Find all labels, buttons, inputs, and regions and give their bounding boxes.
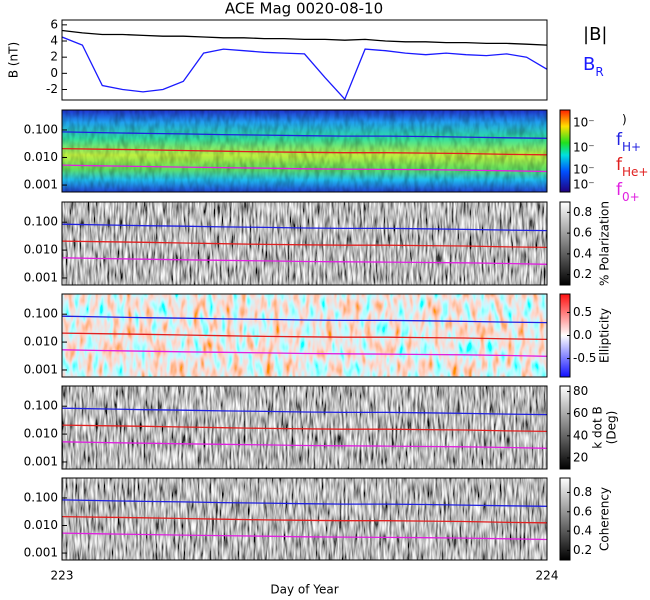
- frequency-line: [62, 532, 547, 541]
- legend-label: fHe+: [616, 155, 648, 179]
- colorbar: [559, 477, 571, 561]
- frequency-line: [62, 257, 547, 265]
- colorbar-tick-label: 0.4: [573, 524, 592, 538]
- y-tick-label: 0.100: [24, 215, 58, 229]
- colorbar-tick-label: 10⁻: [573, 178, 595, 192]
- frequency-line: [62, 499, 547, 507]
- frequency-line: [62, 223, 547, 232]
- colorbar-tick-label: 0.5: [573, 305, 592, 319]
- plot-frame: [61, 19, 548, 101]
- legend-label: BR: [583, 54, 604, 79]
- plot-frame: [61, 109, 548, 193]
- colorbar-tick-label: -0.5: [573, 351, 596, 365]
- legend-label: fH+: [616, 130, 641, 154]
- legend-label: |B|: [583, 24, 607, 45]
- frequency-line: [62, 515, 547, 524]
- colorbar-tick-label: 40: [573, 428, 588, 442]
- y-tick-label: 0.010: [24, 243, 58, 257]
- y-tick-label: 0.100: [24, 307, 58, 321]
- frequency-line: [62, 407, 547, 416]
- colorbar-label: Ellipticity: [598, 308, 612, 363]
- frequency-line: [62, 315, 547, 324]
- colorbar-tick-label: 20: [573, 450, 588, 464]
- frequency-line: [62, 164, 547, 173]
- plot-frame: [61, 201, 548, 286]
- frequency-line: [62, 349, 547, 357]
- x-tick-label: 224: [536, 569, 559, 583]
- line: [62, 29, 547, 46]
- colorbar: [559, 109, 571, 193]
- legend-label: f0+: [616, 180, 640, 204]
- spectrogram-texture: [62, 202, 547, 285]
- plot-frame: [61, 385, 548, 470]
- spectrogram-texture: [62, 110, 547, 192]
- colorbar-tick-label: 0.8: [573, 485, 592, 499]
- x-tick-label: 223: [51, 569, 74, 583]
- colorbar-label: % Polarization: [598, 201, 612, 286]
- colorbar-tick-label: 0.4: [573, 246, 592, 260]
- colorbar: [559, 201, 571, 286]
- x-axis-label: Day of Year: [270, 583, 338, 597]
- colorbar-label: (Deg): [605, 411, 619, 445]
- y-tick-label: 0.010: [24, 150, 58, 164]
- plot-frame: [61, 293, 548, 378]
- colorbar-tick-label: 0.6: [573, 504, 592, 518]
- frequency-line: [62, 441, 547, 449]
- y-tick-label: 4: [50, 34, 58, 48]
- colorbar-tick-label: 0.0: [573, 328, 592, 342]
- y-axis-label: B (nT): [7, 42, 21, 78]
- y-tick-label: 6: [50, 17, 58, 31]
- chart-title: ACE Mag 0020-08-10: [225, 0, 383, 18]
- y-tick-label: 0: [50, 66, 58, 80]
- colorbar-tick-label: 0.2: [573, 543, 592, 557]
- frequency-line: [62, 240, 547, 249]
- colorbar-tick-label: 80: [573, 384, 588, 398]
- y-tick-label: 0.100: [24, 490, 58, 504]
- colorbar: [559, 385, 571, 470]
- frequency-line: [62, 131, 547, 139]
- colorbar-label: Coherency: [598, 487, 612, 551]
- colorbar-tick-label: 10⁻: [573, 116, 595, 130]
- frequency-line: [62, 147, 547, 156]
- y-tick-label: 2: [50, 50, 58, 64]
- colorbar-tick-label: 0.6: [573, 226, 592, 240]
- y-tick-label: 0.001: [24, 546, 58, 560]
- spectrogram-texture: [62, 478, 547, 560]
- y-tick-label: 0.010: [24, 427, 58, 441]
- y-tick-label: 0.010: [24, 518, 58, 532]
- y-tick-label: 0.001: [24, 178, 58, 192]
- frequency-line: [62, 424, 547, 433]
- colorbar-label: k dot B: [591, 406, 605, 448]
- plot-frame: [61, 477, 548, 561]
- y-tick-label: 0.100: [24, 399, 58, 413]
- colorbar-tick-label: 10⁻: [573, 163, 595, 177]
- colorbar-tick-label: 0.2: [573, 267, 592, 281]
- line: [62, 36, 547, 100]
- y-tick-label: 0.001: [24, 362, 58, 376]
- y-tick-label: 0.100: [24, 122, 58, 136]
- y-tick-label: 0.010: [24, 335, 58, 349]
- colorbar-tick-label: 0.8: [573, 205, 592, 219]
- spectrogram-texture: [62, 294, 547, 377]
- spectrogram-texture: [62, 386, 547, 469]
- colorbar-label: ): [622, 113, 627, 127]
- colorbar-tick-label: 10⁻: [573, 141, 595, 155]
- y-tick-label: 0.001: [24, 270, 58, 284]
- colorbar-tick-label: 60: [573, 406, 588, 420]
- y-tick-label: -2: [46, 82, 58, 96]
- frequency-line: [62, 332, 547, 341]
- y-tick-label: 0.001: [24, 454, 58, 468]
